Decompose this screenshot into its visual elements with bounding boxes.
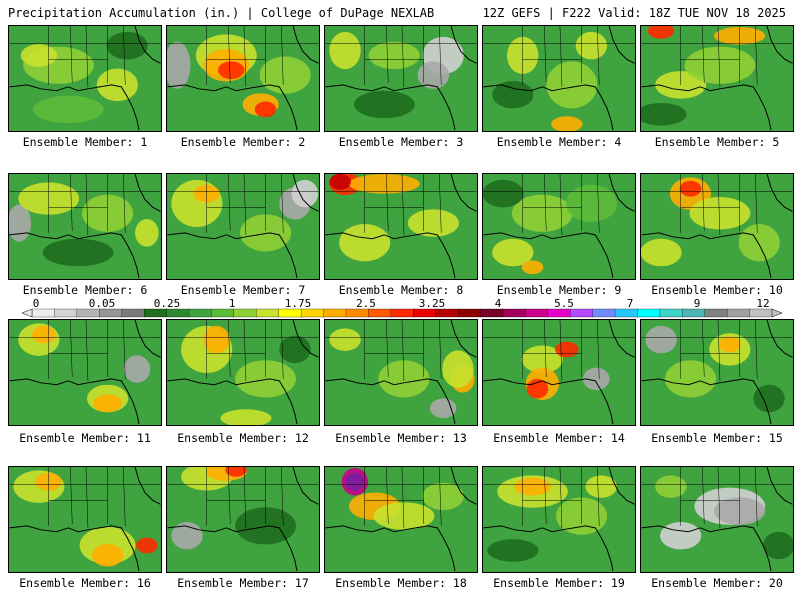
member-map — [640, 25, 794, 132]
colorbar-segment — [637, 308, 661, 318]
colorbar-tick-label: 5.5 — [554, 297, 574, 310]
member-label: Ensemble Member: 20 — [651, 576, 783, 590]
colorbar-segment — [211, 308, 235, 318]
member-map — [640, 319, 794, 426]
colorbar-segment — [592, 308, 616, 318]
colorbar-segment — [502, 308, 526, 318]
member-label: Ensemble Member: 7 — [180, 283, 306, 297]
member-label: Ensemble Member: 9 — [496, 283, 622, 297]
member-label: Ensemble Member: 1 — [22, 135, 148, 149]
member-map — [8, 25, 162, 132]
colorbar-segment — [166, 308, 190, 318]
member-label: Ensemble Member: 16 — [19, 576, 151, 590]
colorbar-segment — [323, 308, 347, 318]
colorbar-segment — [76, 308, 100, 318]
colorbar-segment — [457, 308, 482, 318]
member-map — [324, 319, 478, 426]
colorbar-left-arrow — [22, 308, 33, 318]
member-map — [166, 173, 320, 280]
member-label: Ensemble Member: 8 — [338, 283, 464, 297]
header-run-info: 12Z GEFS | F222 Valid: 18Z TUE NOV 18 20… — [482, 6, 786, 20]
colorbar-segment — [188, 308, 213, 318]
colorbar-tick-label: 2.5 — [356, 297, 376, 310]
member-label: Ensemble Member: 11 — [19, 431, 151, 445]
member-map — [324, 173, 478, 280]
member-label: Ensemble Member: 2 — [180, 135, 306, 149]
member-map — [482, 319, 636, 426]
colorbar-right-arrow — [771, 308, 782, 318]
member-map — [166, 319, 320, 426]
colorbar-segment — [99, 308, 123, 318]
member-map — [8, 319, 162, 426]
colorbar-segment — [480, 308, 504, 318]
colorbar-tick-label: 4 — [494, 297, 502, 310]
colorbar-segment — [525, 308, 549, 318]
colorbar-segment — [368, 308, 392, 318]
colorbar-segment — [614, 308, 639, 318]
colorbar-segment — [547, 308, 571, 318]
colorbar-tick-label: 0.25 — [153, 297, 181, 310]
colorbar-segment — [256, 308, 280, 318]
member-map — [482, 173, 636, 280]
colorbar-tick-label: 12 — [756, 297, 770, 310]
member-map — [640, 466, 794, 573]
colorbar-segment — [435, 308, 459, 318]
member-map — [640, 173, 794, 280]
member-label: Ensemble Member: 18 — [335, 576, 467, 590]
member-map — [8, 173, 162, 280]
member-label: Ensemble Member: 5 — [654, 135, 780, 149]
colorbar-segment — [31, 308, 56, 318]
member-map — [166, 25, 320, 132]
header-title: Precipitation Accumulation (in.) | Colle… — [8, 6, 435, 20]
member-label: Ensemble Member: 4 — [496, 135, 622, 149]
colorbar-segment — [278, 308, 302, 318]
member-map — [324, 466, 478, 573]
colorbar-segment — [659, 308, 683, 318]
colorbar-segment — [570, 308, 594, 318]
member-label: Ensemble Member: 12 — [177, 431, 309, 445]
colorbar-segment — [300, 308, 325, 318]
colorbar-segment — [413, 308, 437, 318]
colorbar-tick-label: 0 — [32, 297, 40, 310]
member-label: Ensemble Member: 14 — [493, 431, 625, 445]
member-map — [482, 466, 636, 573]
colorbar-segment — [390, 308, 414, 318]
colorbar-segment — [143, 308, 168, 318]
colorbar-segment — [749, 308, 773, 318]
member-map — [482, 25, 636, 132]
colorbar — [22, 308, 782, 318]
colorbar-tick-label: 0.05 — [88, 297, 116, 310]
member-label: Ensemble Member: 10 — [651, 283, 783, 297]
colorbar-segment — [345, 308, 370, 318]
colorbar-tick-label: 1 — [228, 297, 236, 310]
member-label: Ensemble Member: 17 — [177, 576, 309, 590]
member-map — [324, 25, 478, 132]
colorbar-segment — [54, 308, 78, 318]
member-label: Ensemble Member: 6 — [22, 283, 148, 297]
colorbar-segment — [682, 308, 706, 318]
colorbar-tick-label: 9 — [693, 297, 701, 310]
colorbar-segment — [233, 308, 257, 318]
member-label: Ensemble Member: 13 — [335, 431, 467, 445]
colorbar-segment — [704, 308, 728, 318]
colorbar-tick-label: 1.75 — [284, 297, 312, 310]
member-map — [8, 466, 162, 573]
colorbar-segment — [727, 308, 751, 318]
member-label: Ensemble Member: 19 — [493, 576, 625, 590]
member-label: Ensemble Member: 15 — [651, 431, 783, 445]
colorbar-tick-label: 3.25 — [418, 297, 446, 310]
colorbar-tick-label: 7 — [626, 297, 634, 310]
member-map — [166, 466, 320, 573]
colorbar-segment — [121, 308, 145, 318]
member-label: Ensemble Member: 3 — [338, 135, 464, 149]
